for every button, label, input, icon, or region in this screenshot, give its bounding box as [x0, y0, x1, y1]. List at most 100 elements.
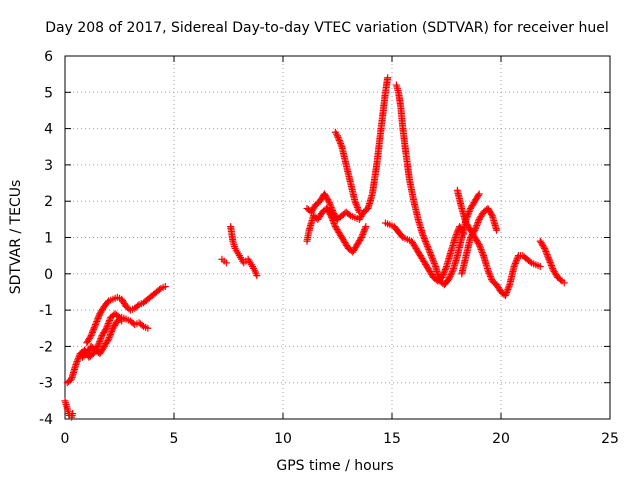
data-point [427, 252, 435, 260]
data-series-arc-8 [303, 74, 392, 223]
data-point-fill [74, 354, 82, 362]
data-point [334, 132, 341, 140]
data-point-fill [93, 316, 101, 324]
data-point-fill [102, 326, 110, 334]
data-point-fill [511, 261, 519, 269]
data-point-fill [358, 232, 366, 240]
data-point-fill [544, 252, 552, 260]
data-point [510, 263, 518, 271]
data-point [72, 361, 80, 369]
data-point-fill [441, 267, 449, 275]
data-point-fill [548, 263, 556, 271]
data-point [144, 324, 152, 332]
data-point-fill [471, 225, 479, 233]
data-point-fill [359, 230, 367, 238]
x-tick-label: 0 [61, 431, 70, 447]
data-point [253, 272, 261, 280]
y-tick-label: 2 [44, 194, 53, 210]
data-point-fill [445, 274, 453, 282]
data-point [536, 263, 544, 271]
data-point-fill [475, 217, 483, 225]
y-tick-label: -2 [39, 339, 53, 355]
y-tick-label: 3 [44, 158, 53, 174]
data-series-arc-3 [83, 283, 169, 347]
data-point [87, 332, 95, 340]
data-point-fill [422, 238, 430, 246]
y-tick-label: 0 [44, 267, 53, 283]
data-point-fill [474, 191, 482, 199]
data-point [484, 266, 492, 274]
data-point-fill [327, 202, 335, 210]
data-point-fill [543, 251, 551, 259]
data-point-fill [447, 271, 455, 279]
data-point-fill [512, 258, 520, 266]
data-point-fill [465, 208, 473, 216]
data-point-fill [442, 264, 450, 272]
data-point-fill [430, 258, 438, 266]
data-point-fill [429, 256, 437, 264]
data-point-fill [476, 244, 484, 252]
data-point-fill [487, 210, 495, 218]
data-point-fill [107, 329, 115, 337]
data-point [541, 244, 549, 252]
data-point-fill [329, 216, 337, 224]
data-point-fill [486, 272, 494, 280]
data-point-fill [328, 205, 336, 213]
x-tick-label: 15 [383, 431, 401, 447]
data-point [451, 234, 459, 241]
y-tick-label: -4 [39, 412, 53, 428]
data-point-fill [547, 260, 555, 268]
data-point-fill [503, 287, 511, 295]
data-point [351, 197, 359, 205]
data-point-fill [325, 199, 333, 207]
data-point-fill [485, 268, 493, 276]
data-point-fill [108, 327, 116, 335]
data-point-fill [97, 335, 105, 343]
data-point-fill [505, 282, 513, 290]
data-point-fill [466, 206, 474, 214]
data-point-fill [95, 313, 103, 321]
data-point-fill [428, 255, 436, 263]
data-point-fill [426, 249, 434, 257]
data-point-fill [335, 137, 343, 145]
y-tick-label: 5 [44, 85, 53, 101]
data-point-fill [93, 318, 101, 326]
data-point-fill [421, 236, 429, 244]
data-point-fill [541, 246, 549, 254]
data-point-fill [361, 226, 369, 234]
data-points [61, 74, 568, 421]
data-point-fill [106, 332, 114, 340]
data-point-fill [446, 272, 454, 280]
data-point-fill [470, 228, 478, 236]
y-tick-label: 4 [44, 122, 53, 138]
data-point-fill [361, 224, 369, 232]
data-point-fill [359, 229, 367, 237]
data-point-fill [73, 357, 81, 365]
data-point [471, 226, 479, 234]
x-axis-label: GPS time / hours [276, 458, 393, 474]
data-point-fill [425, 247, 433, 255]
data-point-fill [334, 133, 342, 141]
data-point-fill [452, 232, 460, 240]
y-tick-label: 6 [44, 49, 53, 65]
data-series-arc-14 [536, 237, 568, 287]
data-point-fill [422, 239, 430, 247]
data-point-fill [478, 247, 486, 255]
data-point-fill [104, 337, 112, 345]
data-point-fill [345, 211, 353, 219]
y-tick-label: 1 [44, 231, 53, 247]
data-point-fill [336, 138, 344, 146]
y-tick-label: -3 [39, 376, 53, 392]
data-point [94, 342, 102, 350]
data-point-fill [427, 250, 435, 258]
data-point-fill [513, 256, 521, 264]
data-point [445, 275, 453, 283]
data-point-fill [96, 338, 104, 346]
x-tick-label: 5 [170, 431, 179, 447]
data-point-fill [88, 328, 96, 336]
data-point-fill [73, 359, 81, 367]
data-point-fill [513, 255, 521, 263]
data-point-fill [549, 265, 557, 273]
